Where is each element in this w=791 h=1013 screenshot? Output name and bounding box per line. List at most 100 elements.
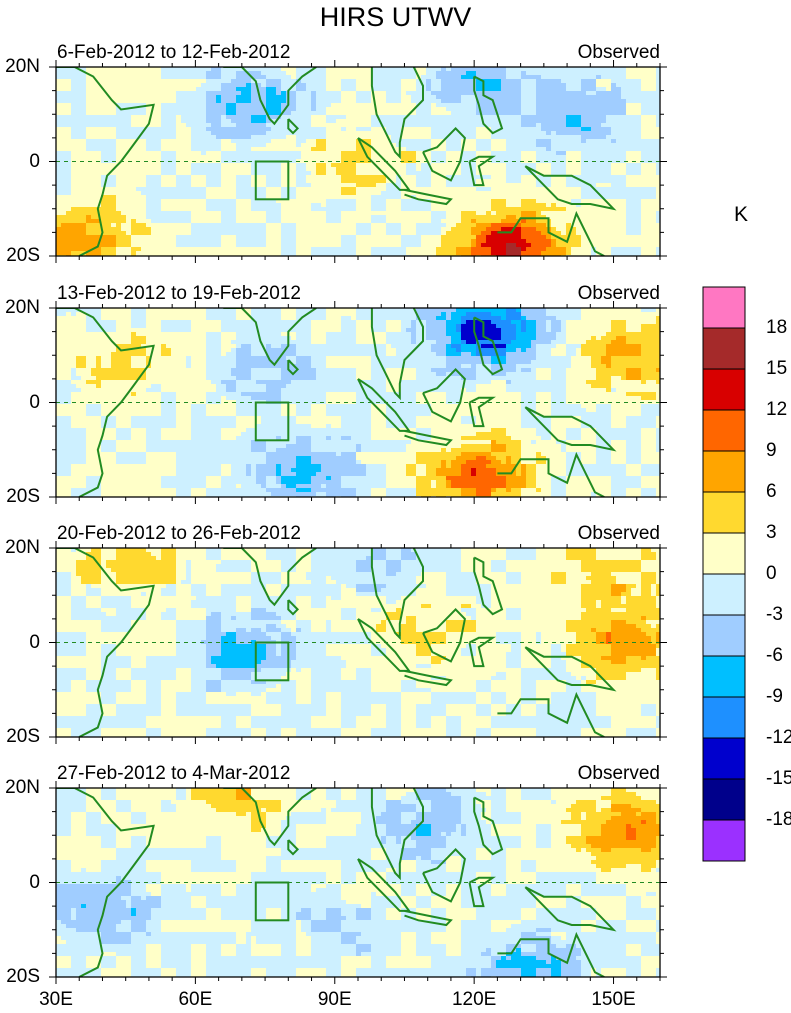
contour-cell: [136, 91, 142, 96]
contour-cell: [526, 103, 532, 108]
contour-cell: [91, 195, 97, 200]
contour-cell: [456, 215, 462, 220]
contour-cell: [601, 111, 607, 116]
contour-cell: [106, 147, 112, 152]
contour-cell: [116, 95, 122, 100]
contour-cell: [431, 223, 437, 228]
contour-cell: [181, 79, 187, 84]
contour-cell: [371, 223, 377, 228]
contour-cell: [311, 179, 317, 184]
contour-cell: [91, 123, 97, 128]
contour-cell: [96, 95, 102, 100]
contour-cell: [251, 187, 257, 192]
contour-cell: [646, 207, 652, 212]
contour-cell: [191, 99, 197, 104]
contour-cell: [516, 67, 522, 72]
contour-cell: [401, 175, 407, 180]
contour-cell: [316, 175, 322, 180]
contour-cell: [526, 171, 532, 176]
contour-cell: [96, 135, 102, 140]
contour-cell: [596, 219, 602, 224]
contour-cell: [451, 167, 457, 172]
contour-cell: [181, 163, 187, 168]
contour-cell: [96, 179, 102, 184]
contour-cell: [446, 87, 452, 92]
contour-cell: [341, 91, 347, 96]
contour-cell: [206, 67, 212, 72]
contour-cell: [331, 195, 337, 200]
contour-cell: [461, 75, 467, 80]
contour-cell: [61, 143, 67, 148]
contour-cell: [446, 75, 452, 80]
contour-cell: [266, 123, 272, 128]
contour-cell: [246, 143, 252, 148]
contour-cell: [521, 75, 527, 80]
contour-cell: [246, 123, 252, 128]
contour-cell: [121, 219, 127, 224]
contour-cell: [256, 223, 262, 228]
contour-cell: [456, 107, 462, 112]
contour-cell: [551, 211, 557, 216]
contour-cell: [576, 83, 582, 88]
contour-cell: [261, 83, 267, 88]
contour-cell: [151, 87, 157, 92]
contour-cell: [341, 75, 347, 80]
contour-cell: [321, 119, 327, 124]
contour-cell: [61, 211, 67, 216]
contour-cell: [131, 203, 137, 208]
contour-cell: [566, 79, 572, 84]
contour-cell: [411, 75, 417, 80]
contour-cell: [376, 87, 382, 92]
contour-cell: [96, 191, 102, 196]
contour-cell: [136, 119, 142, 124]
contour-cell: [581, 99, 587, 104]
contour-cell: [451, 219, 457, 224]
contour-cell: [61, 215, 67, 220]
contour-cell: [491, 227, 497, 232]
contour-cell: [66, 91, 72, 96]
contour-cell: [266, 203, 272, 208]
contour-cell: [241, 95, 247, 100]
contour-cell: [291, 199, 297, 204]
contour-cell: [176, 111, 182, 116]
contour-cell: [276, 175, 282, 180]
contour-cell: [491, 203, 497, 208]
contour-cell: [581, 83, 587, 88]
contour-cell: [326, 127, 332, 132]
contour-cell: [131, 83, 137, 88]
contour-cell: [456, 199, 462, 204]
contour-cell: [76, 91, 82, 96]
contour-cell: [431, 91, 437, 96]
contour-cell: [356, 147, 362, 152]
contour-cell: [226, 215, 232, 220]
contour-cell: [136, 207, 142, 212]
contour-cell: [306, 79, 312, 84]
contour-cell: [416, 119, 422, 124]
contour-cell: [611, 227, 617, 232]
contour-cell: [616, 199, 622, 204]
contour-cell: [301, 143, 307, 148]
contour-cell: [181, 187, 187, 192]
contour-cell: [271, 167, 277, 172]
contour-cell: [236, 179, 242, 184]
contour-cell: [226, 187, 232, 192]
contour-cell: [631, 219, 637, 224]
contour-cell: [651, 67, 657, 72]
contour-cell: [446, 127, 452, 132]
contour-cell: [551, 195, 557, 200]
contour-cell: [351, 155, 357, 160]
contour-cell: [341, 83, 347, 88]
contour-cell: [641, 187, 647, 192]
contour-cell: [466, 179, 472, 184]
contour-cell: [606, 175, 612, 180]
contour-cell: [571, 131, 577, 136]
contour-cell: [631, 123, 637, 128]
contour-cell: [301, 227, 307, 232]
contour-cell: [126, 227, 132, 232]
contour-cell: [566, 111, 572, 116]
contour-cell: [486, 203, 492, 208]
contour-cell: [616, 87, 622, 92]
contour-cell: [121, 207, 127, 212]
contour-cell: [566, 103, 572, 108]
contour-cell: [86, 219, 92, 224]
